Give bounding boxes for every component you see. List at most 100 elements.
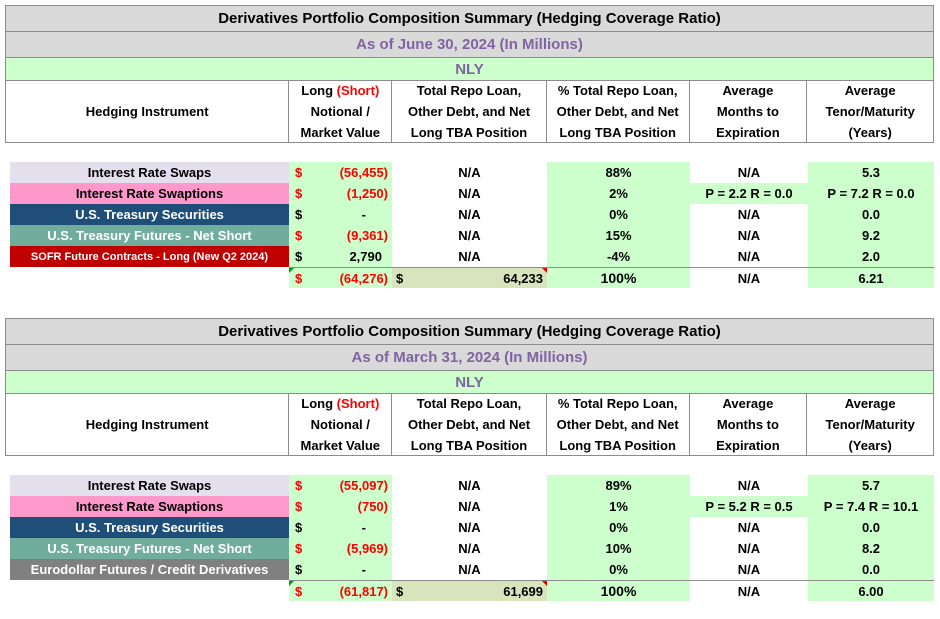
- pct-cell: 2%: [547, 183, 690, 204]
- pct-cell: 15%: [547, 225, 690, 246]
- dollar-sign: $: [295, 562, 303, 577]
- months-cell: P = 2.2 R = 0.0: [690, 183, 808, 204]
- header-notional-line2: Notional /: [310, 417, 370, 432]
- header-tenor-line2: Tenor/Maturity: [825, 104, 915, 119]
- months-cell: N/A: [690, 517, 808, 538]
- tenor-cell: 2.0: [808, 246, 934, 267]
- header-tenor: Average Tenor/Maturity (Years): [807, 394, 933, 455]
- header-repo-line1: Total Repo Loan,: [416, 396, 522, 411]
- notional-value: (1,250): [346, 186, 388, 201]
- months-cell: N/A: [690, 246, 808, 267]
- header-repo-line3: Long TBA Position: [410, 438, 528, 453]
- header-tenor-line2: Tenor/Maturity: [825, 417, 915, 432]
- header-pct-line1: % Total Repo Loan,: [557, 83, 678, 98]
- header-tenor-line3: (Years): [848, 125, 892, 140]
- tenor-cell: 5.3: [808, 162, 934, 183]
- header-months-line3: Expiration: [716, 125, 780, 140]
- header-instrument: Hedging Instrument: [6, 394, 290, 455]
- total-pct-cell: 100%: [547, 580, 690, 601]
- table-row: Interest Rate Swaptions $ (750) N/A 1% P …: [5, 496, 934, 517]
- notional-cell: $ (1,250): [289, 183, 392, 204]
- months-cell: N/A: [690, 204, 808, 225]
- header-tenor: Average Tenor/Maturity (Years): [807, 81, 933, 142]
- dollar-sign: $: [295, 478, 303, 493]
- table-row: Interest Rate Swaptions $ (1,250) N/A 2% …: [5, 183, 934, 204]
- header-repo-line1: Total Repo Loan,: [416, 83, 522, 98]
- repo-cell: N/A: [392, 204, 547, 225]
- pct-cell: 1%: [547, 496, 690, 517]
- notional-value: (55,097): [339, 478, 388, 493]
- repo-cell: N/A: [392, 475, 547, 496]
- pct-cell: 0%: [547, 204, 690, 225]
- tenor-cell: 9.2: [808, 225, 934, 246]
- tenor-cell: 5.7: [808, 475, 934, 496]
- notional-value: 2,790: [349, 249, 382, 264]
- notional-cell: $ (750): [289, 496, 392, 517]
- comment-indicator: [542, 581, 547, 586]
- notional-cell: $ -: [289, 204, 392, 225]
- instrument-label: U.S. Treasury Securities: [10, 517, 289, 538]
- notional-cell: $ -: [289, 559, 392, 580]
- repo-cell: N/A: [392, 559, 547, 580]
- header-notional: Long (Short) Notional / Market Value: [289, 81, 393, 142]
- dollar-sign: $: [295, 249, 303, 264]
- pct-cell: 0%: [547, 517, 690, 538]
- months-cell: N/A: [690, 475, 808, 496]
- tenor-cell: 8.2: [808, 538, 934, 559]
- header-months-line1: Average: [722, 83, 774, 98]
- notional-value: (56,455): [339, 165, 388, 180]
- notional-cell: $ (5,969): [289, 538, 392, 559]
- repo-cell: N/A: [392, 517, 547, 538]
- header-repo-line3: Long TBA Position: [410, 125, 528, 140]
- header-notional: Long (Short) Notional / Market Value: [289, 394, 393, 455]
- dollar-sign: $: [295, 228, 303, 243]
- header-months: Average Months to Expiration: [690, 81, 808, 142]
- header-months-line1: Average: [722, 396, 774, 411]
- header-pct-line1: % Total Repo Loan,: [557, 396, 678, 411]
- pct-cell: 88%: [547, 162, 690, 183]
- header-months-line3: Expiration: [716, 438, 780, 453]
- header-notional-line3: Market Value: [300, 438, 381, 453]
- notional-value: (9,361): [346, 228, 388, 243]
- total-tenor-cell: 6.21: [808, 267, 934, 288]
- dollar-sign: $: [295, 541, 303, 556]
- notional-value: -: [361, 562, 366, 577]
- repo-cell: N/A: [392, 246, 547, 267]
- instrument-label: SOFR Future Contracts - Long (New Q2 202…: [10, 246, 289, 267]
- dollar-sign: $: [295, 520, 303, 535]
- total-notional-cell: $ (64,276): [289, 267, 392, 288]
- total-row: $ (61,817) $61,699 100% N/A 6.00: [5, 580, 934, 601]
- header-repo: Total Repo Loan, Other Debt, and Net Long …: [392, 81, 547, 142]
- tenor-cell: 0.0: [808, 204, 934, 225]
- header-pct: % Total Repo Loan, Other Debt, and Net Lon…: [547, 394, 690, 455]
- header-months-line2: Months to: [716, 104, 779, 119]
- notional-value: -: [361, 207, 366, 222]
- column-headers: Hedging Instrument Long (Short) Notional …: [5, 80, 934, 143]
- header-tenor-line3: (Years): [848, 438, 892, 453]
- dollar-sign: $: [295, 207, 303, 222]
- total-repo-value: 64,233: [503, 270, 543, 286]
- pct-cell: 89%: [547, 475, 690, 496]
- total-repo-cell: $64,233: [392, 267, 547, 288]
- total-notional-cell: $ (61,817): [289, 580, 392, 601]
- as-of-date: As of March 31, 2024 (In Millions): [5, 344, 934, 370]
- header-instrument: Hedging Instrument: [6, 81, 290, 142]
- repo-cell: N/A: [392, 538, 547, 559]
- pct-cell: 10%: [547, 538, 690, 559]
- header-pct-line3: Long TBA Position: [559, 125, 676, 140]
- header-pct-line2: Other Debt, and Net: [556, 104, 679, 119]
- instrument-label: Interest Rate Swaptions: [10, 183, 289, 204]
- header-notional-line2: Notional /: [310, 104, 370, 119]
- table-row: Eurodollar Futures / Credit Derivatives …: [5, 559, 934, 580]
- months-cell: P = 5.2 R = 0.5: [690, 496, 808, 517]
- header-notional-line3: Market Value: [300, 125, 381, 140]
- months-cell: N/A: [690, 559, 808, 580]
- header-pct-line2: Other Debt, and Net: [556, 417, 679, 432]
- table-row: Interest Rate Swaps $ (56,455) N/A 88% N/…: [5, 162, 934, 183]
- tenor-cell: 0.0: [808, 559, 934, 580]
- total-row: $ (64,276) $64,233 100% N/A 6.21: [5, 267, 934, 288]
- header-short-word: (Short): [336, 396, 380, 411]
- notional-cell: $ (9,361): [289, 225, 392, 246]
- instrument-label: Interest Rate Swaps: [10, 162, 289, 183]
- header-pct-line3: Long TBA Position: [559, 438, 676, 453]
